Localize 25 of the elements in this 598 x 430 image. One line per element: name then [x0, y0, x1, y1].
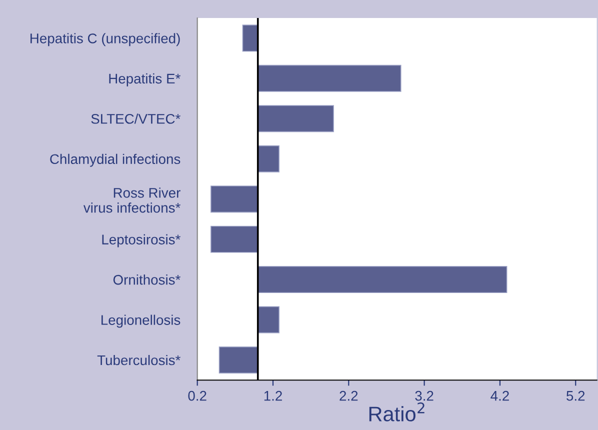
bar	[210, 186, 258, 213]
x-tick-label: 4.2	[490, 390, 509, 401]
bar	[257, 145, 280, 172]
x-axis-title: Ratio$^{2}$	[369, 402, 424, 422]
y-tick-label: Hepatitis C (unspecified)	[30, 33, 180, 46]
bar	[218, 346, 258, 374]
x-tick-label: 0.2	[188, 390, 206, 401]
bar	[242, 24, 258, 52]
y-tick-label: Hepatitis E*	[109, 73, 180, 86]
bar	[257, 266, 508, 294]
x-tick-label: 5.2	[566, 390, 585, 401]
bar	[257, 306, 280, 334]
y-tick-label: Ross River virus infections*	[83, 188, 180, 213]
x-tick-label: 1.2	[264, 390, 282, 401]
y-tick-label: SLTEC/VTEC*	[91, 114, 180, 124]
bar	[257, 105, 334, 132]
x-tick-label: 2.2	[340, 390, 358, 401]
y-tick-label: Legionellosis	[102, 314, 180, 328]
x-tick-label: 3.2	[415, 390, 434, 401]
y-tick-label: Tuberculosis*	[97, 354, 180, 366]
y-tick-label: Chlamydial infections	[50, 154, 180, 167]
bar	[257, 64, 402, 92]
y-tick-label: Ornithosis*	[113, 274, 180, 285]
y-tick-label: Leptosirosis*	[102, 234, 180, 248]
bar	[210, 226, 258, 253]
